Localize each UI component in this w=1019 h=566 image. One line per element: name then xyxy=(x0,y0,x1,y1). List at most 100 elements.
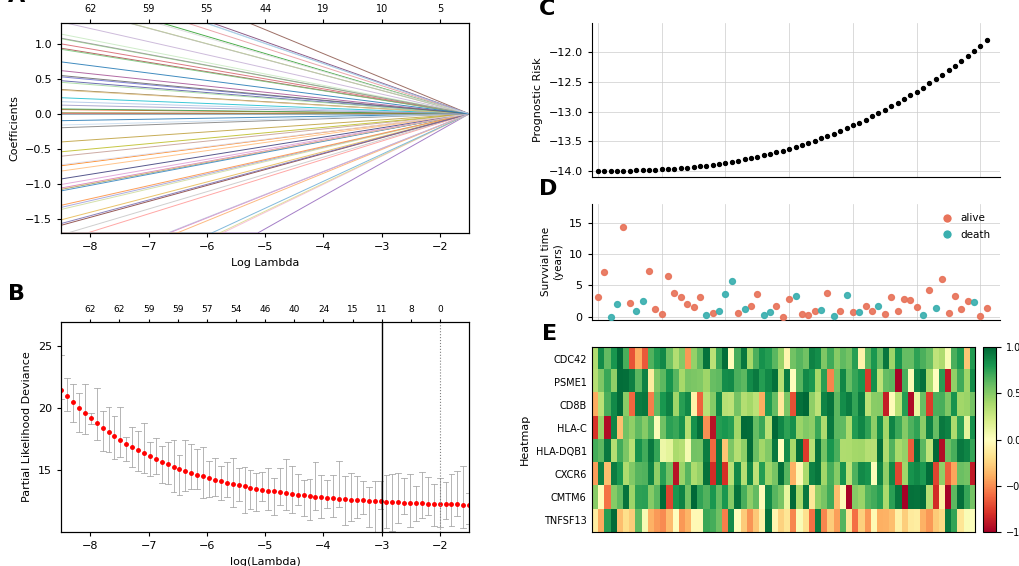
Point xyxy=(882,293,899,302)
Point xyxy=(596,166,612,175)
Point xyxy=(863,112,879,121)
Point xyxy=(665,164,682,173)
Point xyxy=(946,61,962,70)
Point xyxy=(716,158,733,168)
Point xyxy=(914,311,930,320)
Point xyxy=(704,160,720,169)
Point xyxy=(800,138,816,147)
Point xyxy=(889,306,905,315)
Point xyxy=(927,75,944,84)
Point xyxy=(882,102,899,111)
Point xyxy=(589,292,605,301)
Y-axis label: Heatmap: Heatmap xyxy=(520,414,530,465)
Point xyxy=(914,83,930,92)
Point xyxy=(889,98,905,108)
Point xyxy=(933,275,950,284)
Point xyxy=(959,297,975,306)
Point xyxy=(774,146,791,155)
Point xyxy=(589,166,605,175)
Y-axis label: Coefficients: Coefficients xyxy=(9,95,19,161)
Text: D: D xyxy=(538,179,556,199)
Point xyxy=(876,105,893,114)
Point xyxy=(818,131,835,140)
Point xyxy=(710,159,727,168)
Point xyxy=(704,308,720,318)
Point xyxy=(748,290,764,299)
Point xyxy=(825,129,842,138)
Point xyxy=(902,91,918,100)
Point xyxy=(691,162,707,171)
Point xyxy=(685,162,701,171)
Y-axis label: Partial Likelihood Deviance: Partial Likelihood Deviance xyxy=(22,351,33,502)
Point xyxy=(920,79,936,88)
Point xyxy=(946,292,962,301)
Point xyxy=(634,297,650,306)
Point xyxy=(971,41,987,50)
Point xyxy=(653,309,669,318)
Point xyxy=(806,306,822,315)
Point xyxy=(812,305,828,314)
Legend: alive, death: alive, death xyxy=(931,209,994,244)
Point xyxy=(742,301,758,310)
Point xyxy=(863,307,879,316)
Point xyxy=(978,36,995,45)
Text: B: B xyxy=(8,285,25,305)
Point xyxy=(920,285,936,294)
Point xyxy=(761,307,777,316)
Point xyxy=(971,311,987,320)
Point xyxy=(742,154,758,163)
Point xyxy=(698,310,714,319)
Point xyxy=(716,289,733,298)
Point xyxy=(844,121,860,130)
Point xyxy=(806,136,822,145)
Point xyxy=(622,298,638,307)
Point xyxy=(838,124,854,133)
Point xyxy=(953,305,969,314)
Point xyxy=(628,166,644,175)
Point xyxy=(647,305,663,314)
Point xyxy=(851,118,867,127)
Text: E: E xyxy=(541,324,556,344)
Point xyxy=(793,140,809,149)
Point xyxy=(767,302,784,311)
Point xyxy=(838,290,854,299)
Point xyxy=(665,289,682,298)
Point xyxy=(781,144,797,153)
Point xyxy=(774,312,791,321)
Point xyxy=(781,295,797,304)
Point xyxy=(940,309,956,318)
Point xyxy=(978,303,995,312)
Point xyxy=(730,156,746,165)
Point xyxy=(953,56,969,65)
Point xyxy=(895,95,911,104)
Point xyxy=(602,312,619,321)
Point xyxy=(844,307,860,316)
Y-axis label: Survvial time
(years): Survvial time (years) xyxy=(541,228,562,297)
Point xyxy=(710,307,727,316)
Point xyxy=(602,166,619,175)
Point xyxy=(691,293,707,302)
Point xyxy=(685,302,701,311)
Point xyxy=(787,292,803,301)
Point xyxy=(767,148,784,157)
Point xyxy=(723,157,740,166)
Text: A: A xyxy=(8,0,25,6)
Point xyxy=(825,311,842,320)
Point xyxy=(800,310,816,319)
Point xyxy=(659,272,676,281)
Point xyxy=(869,302,886,311)
Point xyxy=(614,223,631,232)
Point xyxy=(679,163,695,172)
Point xyxy=(908,87,924,96)
Point xyxy=(723,277,740,286)
Point xyxy=(869,109,886,118)
Point xyxy=(908,303,924,312)
X-axis label: Log Lambda: Log Lambda xyxy=(230,258,300,268)
Point xyxy=(653,165,669,174)
Point xyxy=(832,307,848,316)
Point xyxy=(793,309,809,318)
Point xyxy=(812,134,828,143)
X-axis label: log(Lambda): log(Lambda) xyxy=(229,556,301,566)
Point xyxy=(832,126,848,135)
Point xyxy=(857,302,873,311)
